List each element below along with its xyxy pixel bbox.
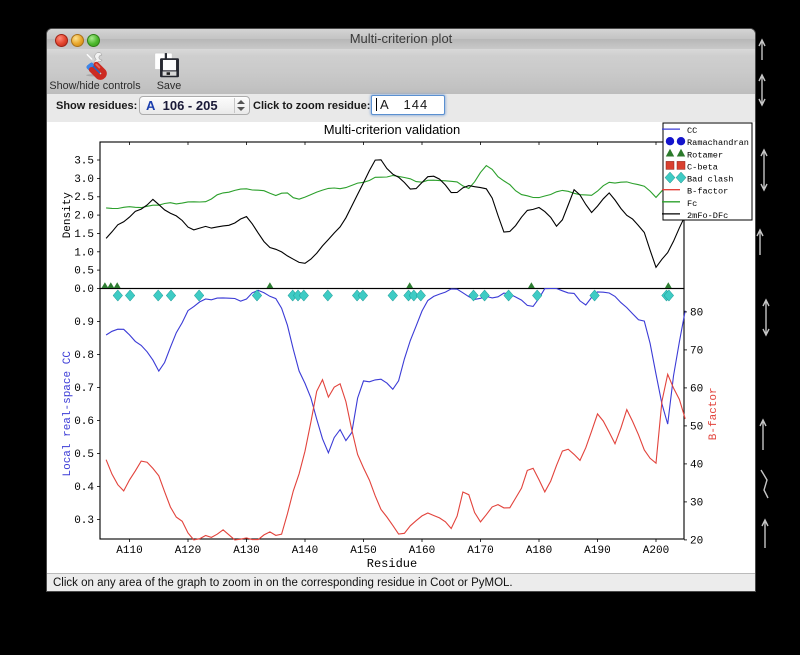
svg-text:Bad clash: Bad clash [687,175,733,185]
svg-text:B-factor: B-factor [687,187,728,197]
svg-text:1.5: 1.5 [74,229,94,241]
svg-text:2mFo-DFc: 2mFo-DFc [687,211,728,221]
svg-text:0.7: 0.7 [74,383,94,395]
svg-text:0.0: 0.0 [74,284,94,296]
svg-text:A120: A120 [175,545,201,557]
svg-text:0.6: 0.6 [74,416,94,428]
svg-text:A180: A180 [526,545,552,557]
svg-text:A190: A190 [584,545,610,557]
svg-text:Fc: Fc [687,199,697,209]
svg-text:Ramachandran: Ramachandran [687,138,749,148]
svg-text:30: 30 [690,497,703,509]
svg-text:50: 50 [690,421,703,433]
svg-text:A170: A170 [467,545,493,557]
svg-text:C-beta: C-beta [687,162,718,172]
svg-text:2.0: 2.0 [74,211,94,223]
svg-text:20: 20 [690,535,703,547]
svg-text:Residue: Residue [367,557,417,571]
svg-text:A150: A150 [350,545,376,557]
svg-text:1.0: 1.0 [74,247,94,259]
svg-text:A130: A130 [233,545,259,557]
svg-text:CC: CC [687,126,697,136]
svg-text:A160: A160 [409,545,435,557]
svg-text:0.4: 0.4 [74,482,94,494]
svg-text:Local real-space CC: Local real-space CC [62,351,74,477]
svg-text:70: 70 [690,345,703,357]
svg-text:3.5: 3.5 [74,156,94,168]
svg-text:Density: Density [62,192,74,239]
svg-text:2.5: 2.5 [74,192,94,204]
svg-text:0.5: 0.5 [74,266,94,278]
svg-text:A140: A140 [292,545,318,557]
svg-text:0.8: 0.8 [74,350,94,362]
svg-text:Rotamer: Rotamer [687,150,723,160]
svg-text:A110: A110 [116,545,142,557]
svg-text:0.9: 0.9 [74,317,94,329]
svg-text:3.0: 3.0 [74,174,94,186]
svg-text:40: 40 [690,459,703,471]
svg-text:60: 60 [690,383,703,395]
svg-text:Multi-criterion validation: Multi-criterion validation [324,122,461,137]
svg-text:B-factor: B-factor [708,387,720,440]
svg-text:0.3: 0.3 [74,515,94,527]
svg-text:0.5: 0.5 [74,449,94,461]
svg-text:80: 80 [690,307,703,319]
svg-text:A200: A200 [643,545,669,557]
